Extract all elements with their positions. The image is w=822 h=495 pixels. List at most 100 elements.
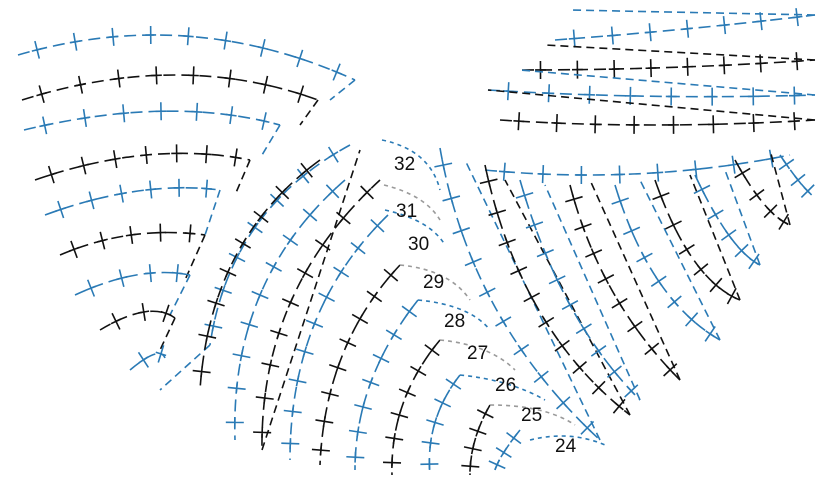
stitch-cross [39,116,51,135]
stitch-cross [300,162,313,178]
stitch-cross [650,275,667,287]
turning-chain [589,179,681,381]
stitch-row [21,66,319,126]
center-guide-arc [381,139,441,191]
stitch-cross [623,225,641,237]
row-label-25: 25 [521,405,542,426]
stitch-cross [68,240,80,259]
stitch-cross [410,365,427,377]
stitch-row [192,159,321,391]
stitch-cross [420,458,439,470]
stitch-cross [726,287,737,305]
stitch-cross [568,29,580,48]
stitch-cross [305,318,324,330]
stitch-cross [265,261,282,272]
stitch-row [554,8,816,48]
stitch-cross [354,401,372,413]
stitch-cross [624,384,639,398]
stitch-cross [464,256,482,268]
stitch-row [652,174,741,305]
turning-chain [169,274,191,316]
stitch-cross [636,252,653,263]
stitch-cross [255,392,274,404]
row-label-32: 32 [394,154,415,175]
row-line [654,179,741,301]
stitch-row [44,178,221,236]
stitch-cross [329,362,347,374]
row-line [779,154,813,196]
stitch-cross [383,457,402,469]
stitch-cross [690,160,702,179]
stitch-cross [251,289,269,301]
stitch-row [461,404,494,476]
stitch-cross [652,163,664,182]
stitch-row [488,429,522,471]
stitch-cross [219,266,237,278]
stitch-cross [663,363,678,377]
stitch-row [59,223,206,281]
center-guide-arc [417,299,491,331]
center-guide-arc [384,209,446,246]
stitch-cross [536,247,554,259]
stitch-cross [360,185,374,200]
stitch-cross [160,304,172,323]
turning-chain [159,344,211,391]
stitch-cross [565,193,583,205]
stitch-cross [693,263,709,276]
stitch-cross [434,159,453,171]
center-guide-arc [399,264,471,301]
row-label-30: 30 [408,234,429,255]
stitch-cross [36,85,48,104]
stitch-cross [685,312,699,327]
stitch-cross [591,380,606,395]
stitch-cross [556,396,571,410]
row-line [21,74,319,101]
stitch-cross [198,330,217,342]
stitch-cross [247,221,263,234]
stitch-cross [296,168,310,184]
stitch-cross [283,406,302,417]
stitch-cross [302,208,318,222]
stitch-row [420,374,462,476]
stitch-cross [747,87,759,106]
stitch-cross [339,337,357,348]
stitch-cross [315,415,334,427]
stitch-cross [155,345,167,363]
stitch-cross [561,299,579,311]
stitch-cross [214,284,232,296]
stitch-cross [788,112,800,131]
stitch-cross [155,102,167,121]
stitch-row [611,179,721,342]
row-label-31: 31 [396,201,417,222]
stitch-rows [17,8,816,476]
stitch-cross [275,185,290,200]
stitch-cross [296,268,314,279]
stitch-row [734,149,791,230]
stitch-cross [311,444,330,456]
stitch-cross [495,447,512,458]
stitch-row [253,149,381,451]
stitch-cross [644,342,660,356]
stitch-cross [606,26,618,45]
stitch-row [159,144,351,391]
stitch-cross [589,115,601,134]
row-line [554,14,816,41]
turning-chain [204,189,221,236]
turning-chain [569,9,816,16]
stitch-cross [748,253,760,270]
stitch-cross [590,345,607,357]
stitch-cross [294,49,306,68]
stitch-cross [463,443,482,455]
stitch-cross [506,432,522,445]
row-label-29: 29 [423,272,444,293]
stitch-cross [109,150,121,169]
turning-chain [261,124,281,156]
stitch-cross [171,264,183,283]
turning-chain [261,149,361,451]
stitch-row [434,147,601,441]
row-label-28: 28 [444,311,465,332]
stitch-cross [606,365,622,378]
stitch-cross [513,112,525,131]
stitch-cross [682,57,693,76]
